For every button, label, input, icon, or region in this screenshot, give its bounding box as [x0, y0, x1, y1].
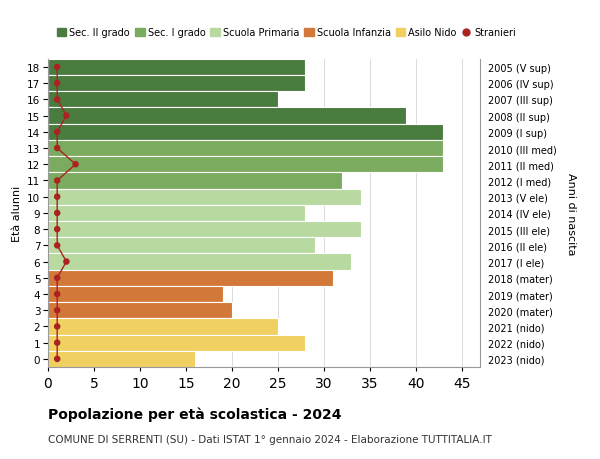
- Bar: [48, 270, 333, 286]
- Point: [71, 161, 80, 168]
- Bar: [48, 238, 314, 254]
- Bar: [48, 319, 278, 335]
- Point: [62, 112, 71, 120]
- Point: [52, 323, 62, 330]
- Text: Popolazione per età scolastica - 2024: Popolazione per età scolastica - 2024: [48, 406, 341, 421]
- Point: [52, 80, 62, 88]
- Point: [52, 145, 62, 152]
- Bar: [48, 124, 443, 140]
- Bar: [48, 222, 361, 238]
- Bar: [48, 108, 406, 124]
- Bar: [48, 205, 305, 222]
- Bar: [48, 189, 361, 205]
- Bar: [48, 335, 305, 351]
- Legend: Sec. II grado, Sec. I grado, Scuola Primaria, Scuola Infanzia, Asilo Nido, Stran: Sec. II grado, Sec. I grado, Scuola Prim…: [53, 24, 520, 42]
- Y-axis label: Età alunni: Età alunni: [11, 185, 22, 241]
- Bar: [48, 173, 342, 189]
- Point: [52, 307, 62, 314]
- Point: [52, 210, 62, 217]
- Point: [52, 274, 62, 282]
- Point: [52, 96, 62, 104]
- Point: [62, 258, 71, 266]
- Point: [52, 129, 62, 136]
- Y-axis label: Anni di nascita: Anni di nascita: [566, 172, 576, 255]
- Bar: [48, 254, 352, 270]
- Point: [52, 339, 62, 347]
- Text: COMUNE DI SERRENTI (SU) - Dati ISTAT 1° gennaio 2024 - Elaborazione TUTTITALIA.I: COMUNE DI SERRENTI (SU) - Dati ISTAT 1° …: [48, 434, 492, 444]
- Bar: [48, 302, 232, 319]
- Point: [52, 194, 62, 201]
- Point: [52, 226, 62, 233]
- Bar: [48, 92, 278, 108]
- Bar: [48, 351, 195, 367]
- Bar: [48, 286, 223, 302]
- Bar: [48, 60, 305, 76]
- Bar: [48, 140, 443, 157]
- Bar: [48, 76, 305, 92]
- Point: [52, 64, 62, 72]
- Point: [52, 177, 62, 185]
- Point: [52, 242, 62, 250]
- Bar: [48, 157, 443, 173]
- Point: [52, 291, 62, 298]
- Point: [52, 355, 62, 363]
